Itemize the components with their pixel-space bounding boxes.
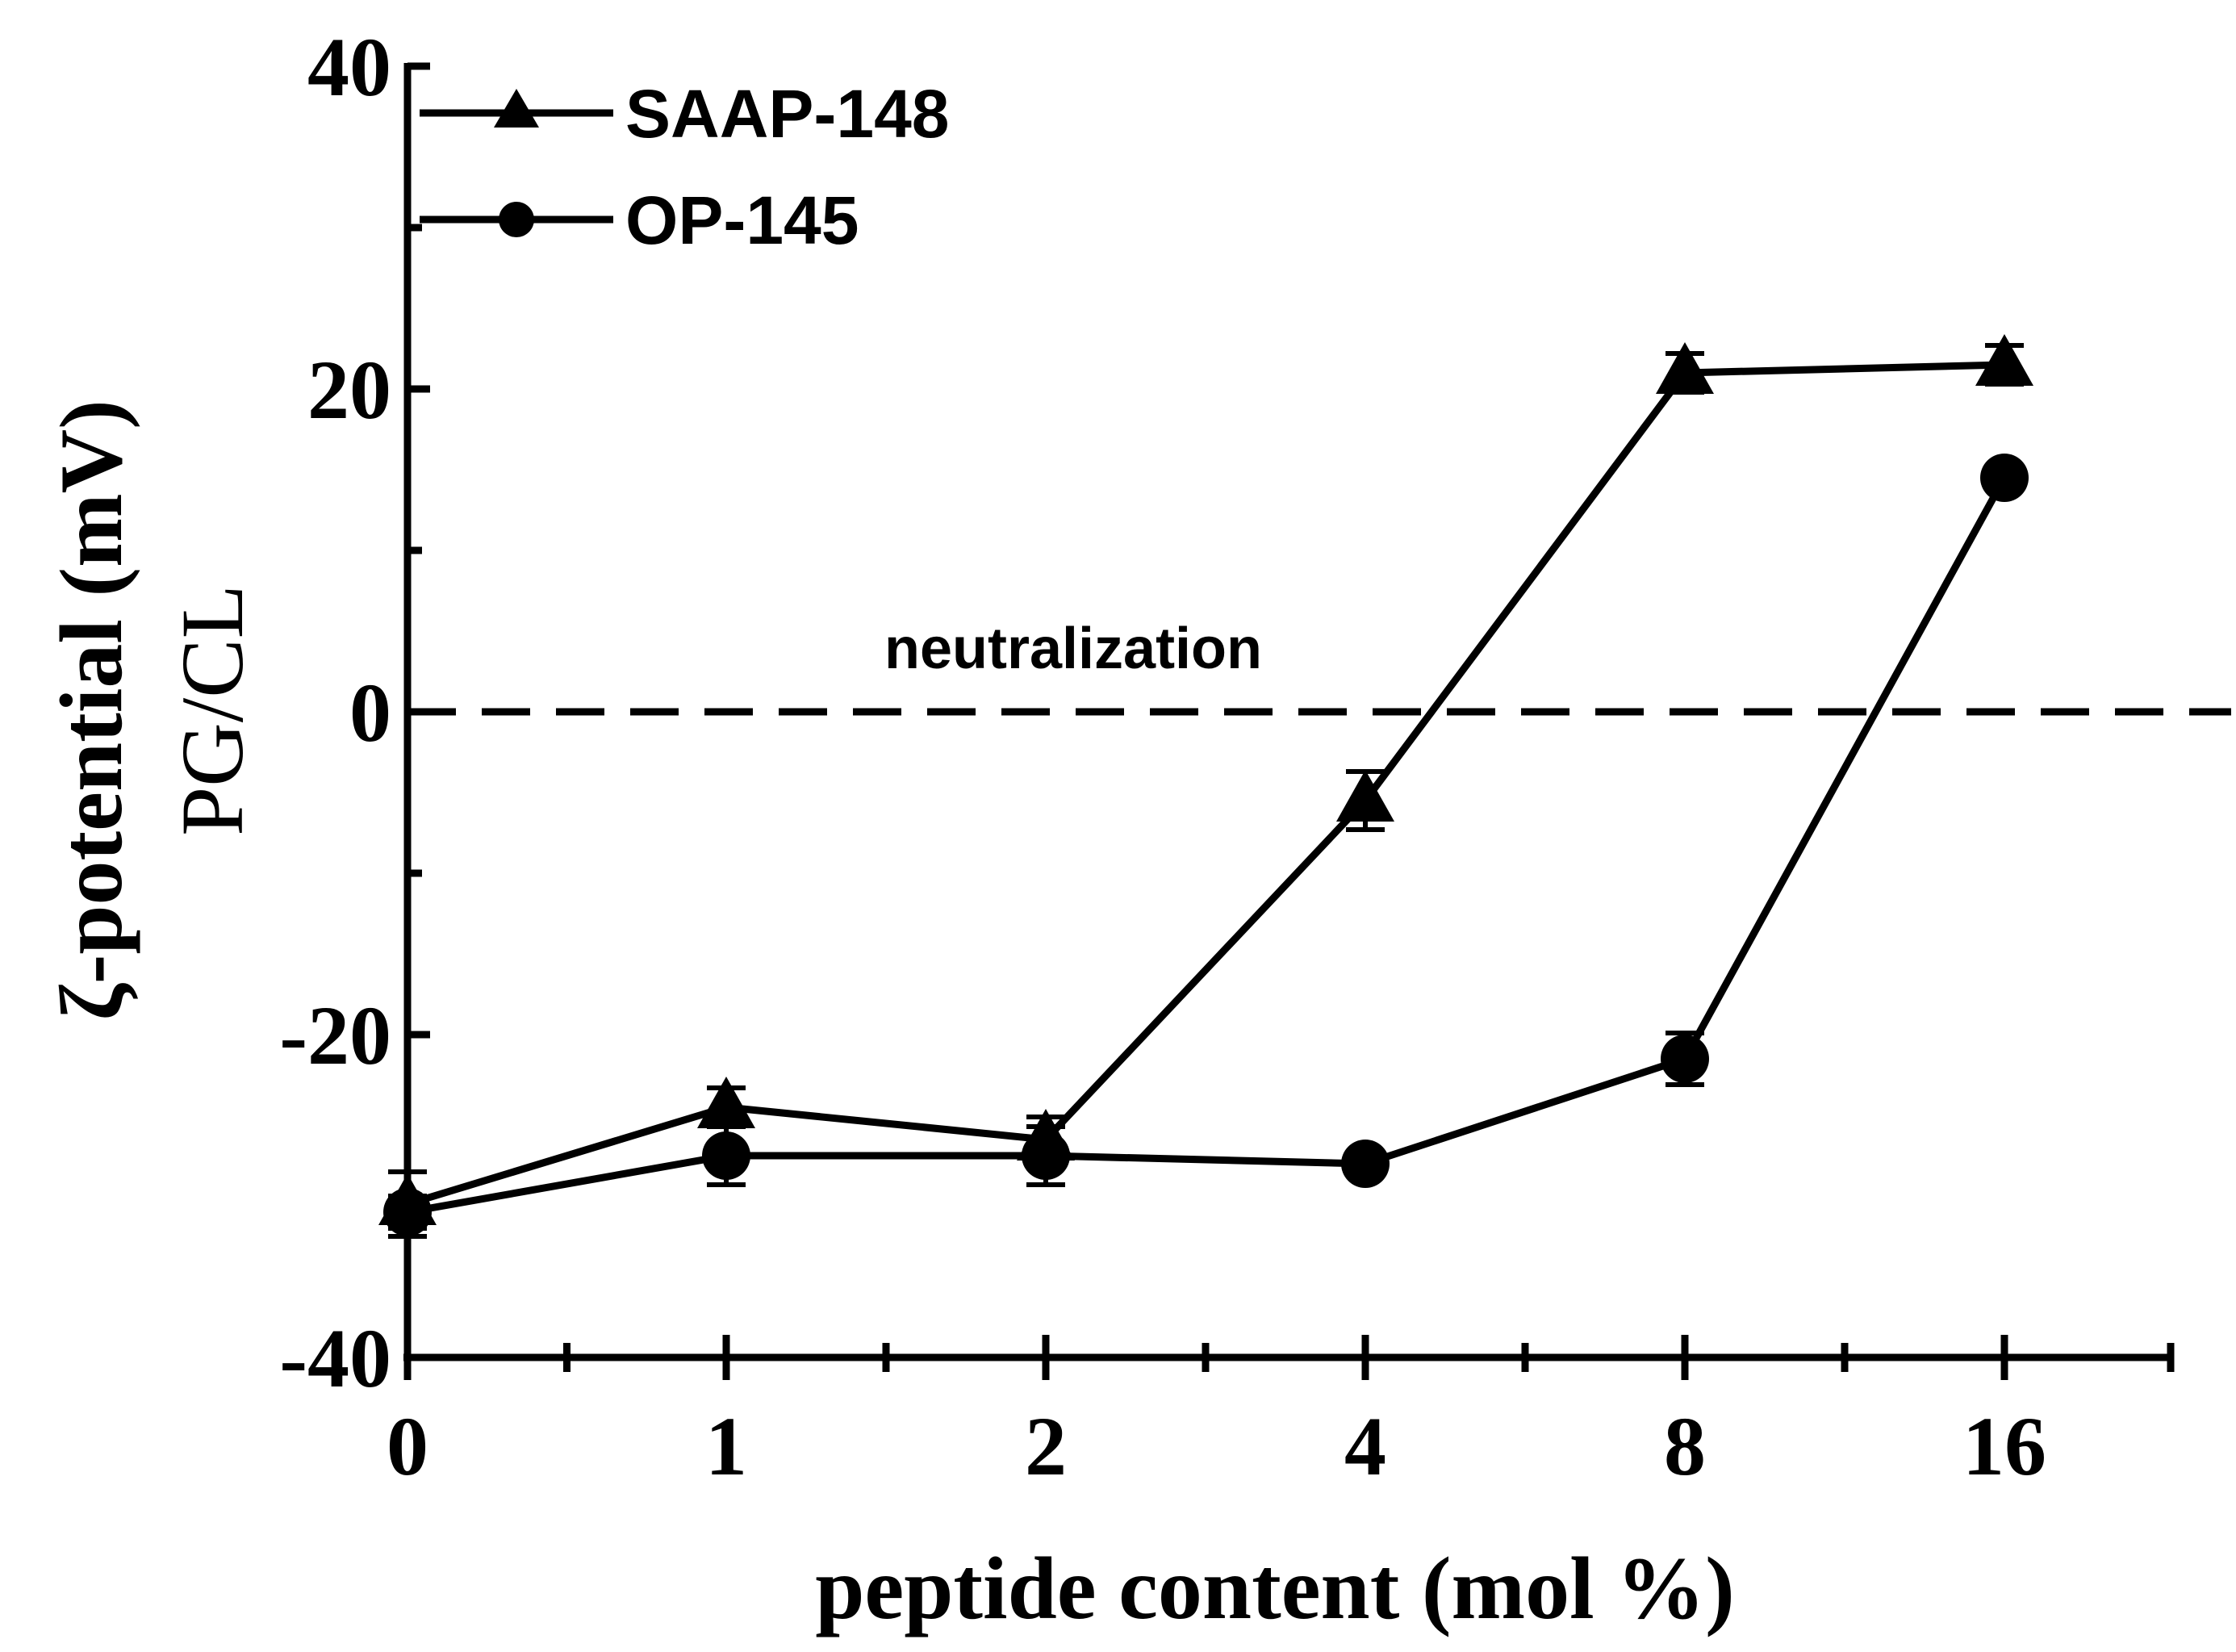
legend-triangle-marker (494, 89, 539, 128)
y-tick-label: 0 (349, 667, 391, 759)
series-line (407, 475, 2008, 1216)
legend-label-op: OP-145 (625, 182, 859, 258)
data-point-circle (1980, 454, 2029, 502)
data-point-circle (383, 1188, 432, 1236)
data-point-circle (1661, 1035, 1709, 1083)
series-SAAP-148 (378, 334, 2033, 1239)
legend-circle-marker (499, 202, 534, 237)
y-tick-label: -20 (279, 989, 391, 1082)
y-tick-label: -40 (279, 1312, 391, 1405)
x-tick-label: 0 (387, 1400, 428, 1493)
x-tick-label: 16 (1962, 1400, 2046, 1493)
data-point-triangle (1656, 342, 1714, 394)
legend: SAAP-148 OP-145 (420, 76, 950, 258)
series-line (406, 361, 2005, 1208)
y-tick-label: 40 (307, 21, 391, 114)
x-axis-ticks: 0 1 2 4 8 16 (387, 1335, 2175, 1493)
data-point-triangle (697, 1077, 755, 1128)
series-OP-145 (383, 454, 2029, 1236)
y-axis-title: ζ-potential (mV) (42, 399, 140, 1020)
x-tick-label: 2 (1025, 1400, 1067, 1493)
data-point-circle (702, 1131, 750, 1180)
data-point-circle (1022, 1131, 1070, 1180)
y-tick-label: 20 (307, 344, 391, 437)
x-tick-label: 4 (1344, 1400, 1386, 1493)
data-point-triangle (1336, 770, 1394, 822)
x-axis-title: peptide content (mol %) (815, 1539, 1735, 1637)
neutralization-label: neutralization (884, 617, 1262, 681)
x-tick-label: 1 (705, 1400, 747, 1493)
data-point-triangle (1975, 334, 2033, 386)
y-axis-subtitle: PG/CL (163, 584, 261, 836)
data-point-circle (1341, 1140, 1390, 1188)
x-tick-label: 8 (1664, 1400, 1706, 1493)
series-layer (378, 334, 2033, 1239)
legend-label-saap: SAAP-148 (625, 76, 950, 152)
